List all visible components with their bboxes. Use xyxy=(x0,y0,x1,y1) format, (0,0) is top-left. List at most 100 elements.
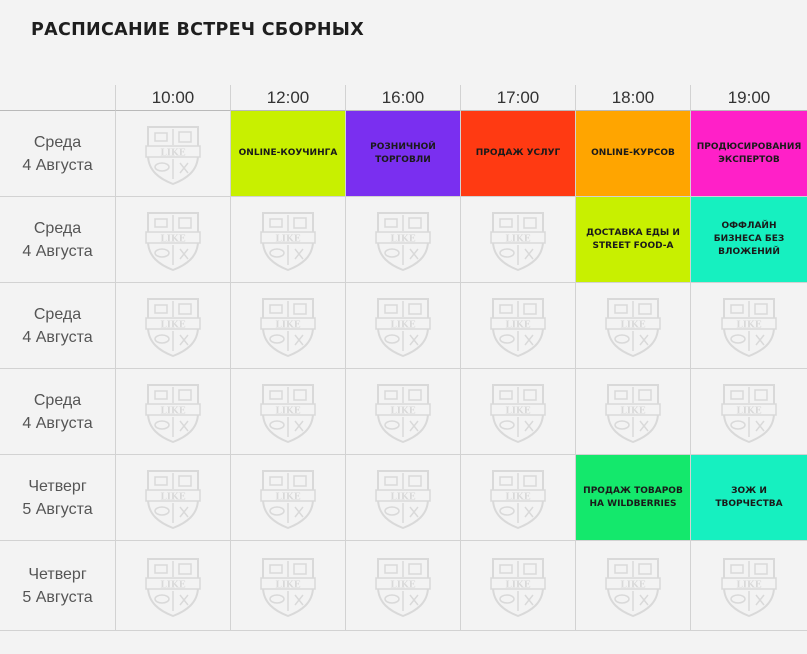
watermark-text: LIKE xyxy=(275,492,300,502)
event-cell[interactable]: ОФФЛАЙН БИЗНЕСА БЕЗ ВЛОЖЕНИЙ xyxy=(691,197,807,283)
watermark-text: LIKE xyxy=(160,406,185,416)
page-title: РАСПИСАНИЕ ВСТРЕЧ СБОРНЫХ xyxy=(31,20,365,40)
like-shield-icon: LIKE xyxy=(490,383,546,443)
event-title: ONLINE-КУРСОВ xyxy=(591,148,675,158)
like-shield-icon: LIKE xyxy=(721,383,777,443)
empty-slot: LIKE xyxy=(346,541,461,631)
event-title: ОФФЛАЙН БИЗНЕСА БЕЗ ВЛОЖЕНИЙ xyxy=(713,221,785,257)
empty-slot: LIKE xyxy=(231,541,346,631)
like-shield-icon: LIKE xyxy=(721,557,777,617)
row-day-label: Среда 4 Августа xyxy=(0,283,116,369)
empty-slot: LIKE xyxy=(576,369,691,455)
empty-slot: LIKE xyxy=(461,369,576,455)
row-day-label: Четверг 5 Августа xyxy=(0,541,116,631)
watermark-text: LIKE xyxy=(160,580,185,590)
row-day-label: Четверг 5 Августа xyxy=(0,455,116,541)
event-title: ПРОДЮСИРОВАНИЯ ЭКСПЕРТОВ xyxy=(696,141,802,165)
empty-slot: LIKE xyxy=(346,455,461,541)
watermark-text: LIKE xyxy=(736,406,761,416)
watermark-text: LIKE xyxy=(505,406,530,416)
like-shield-icon: LIKE xyxy=(145,557,201,617)
row-day-label: Среда 4 Августа xyxy=(0,197,116,283)
like-shield-icon: LIKE xyxy=(145,211,201,271)
row-day-label: Среда 4 Августа xyxy=(0,111,116,197)
watermark-text: LIKE xyxy=(160,492,185,502)
watermark-text: LIKE xyxy=(390,320,415,330)
watermark-text: LIKE xyxy=(275,406,300,416)
like-shield-icon: LIKE xyxy=(145,383,201,443)
watermark-text: LIKE xyxy=(736,320,761,330)
watermark-text: LIKE xyxy=(390,406,415,416)
watermark-text: LIKE xyxy=(160,320,185,330)
empty-slot: LIKE xyxy=(461,197,576,283)
like-shield-icon: LIKE xyxy=(260,383,316,443)
watermark-text: LIKE xyxy=(390,234,415,244)
like-shield-icon: LIKE xyxy=(490,297,546,357)
empty-slot: LIKE xyxy=(576,283,691,369)
like-shield-icon: LIKE xyxy=(490,557,546,617)
day-name: Четверг xyxy=(28,565,87,583)
day-date: 4 Августа xyxy=(22,328,93,346)
like-shield-icon: LIKE xyxy=(605,383,661,443)
time-header: 10:00 xyxy=(116,85,231,111)
day-date: 5 Августа xyxy=(22,588,93,606)
watermark-text: LIKE xyxy=(505,492,530,502)
event-cell[interactable]: ПРОДАЖ ТОВАРОВ НА WILDBERRIES xyxy=(576,455,691,541)
watermark-text: LIKE xyxy=(620,320,645,330)
like-shield-icon: LIKE xyxy=(375,211,431,271)
event-title: РОЗНИЧНОЙ ТОРГОВЛИ xyxy=(370,141,436,165)
time-header: 12:00 xyxy=(231,85,346,111)
watermark-text: LIKE xyxy=(620,580,645,590)
day-name: Четверг xyxy=(28,477,87,495)
empty-slot: LIKE xyxy=(231,369,346,455)
event-cell[interactable]: ДОСТАВКА ЕДЫ И STREET FOOD-А xyxy=(576,197,691,283)
like-shield-icon: LIKE xyxy=(605,557,661,617)
like-shield-icon: LIKE xyxy=(490,211,546,271)
event-cell[interactable]: ЗОЖ И ТВОРЧЕСТВА xyxy=(691,455,807,541)
like-shield-icon: LIKE xyxy=(145,297,201,357)
event-cell[interactable]: ONLINE-КУРСОВ xyxy=(576,111,691,197)
like-shield-icon: LIKE xyxy=(260,297,316,357)
empty-slot: LIKE xyxy=(346,369,461,455)
like-shield-icon: LIKE xyxy=(490,469,546,529)
watermark-text: LIKE xyxy=(390,580,415,590)
empty-slot: LIKE xyxy=(576,541,691,631)
time-header: 17:00 xyxy=(461,85,576,111)
watermark-text: LIKE xyxy=(160,148,185,158)
empty-slot: LIKE xyxy=(231,197,346,283)
event-cell[interactable]: ПРОДЮСИРОВАНИЯ ЭКСПЕРТОВ xyxy=(691,111,807,197)
empty-slot: LIKE xyxy=(691,369,807,455)
watermark-text: LIKE xyxy=(275,234,300,244)
event-cell[interactable]: ПРОДАЖ УСЛУГ xyxy=(461,111,576,197)
watermark-text: LIKE xyxy=(390,492,415,502)
like-shield-icon: LIKE xyxy=(375,383,431,443)
event-cell[interactable]: РОЗНИЧНОЙ ТОРГОВЛИ xyxy=(346,111,461,197)
watermark-text: LIKE xyxy=(505,580,530,590)
like-shield-icon: LIKE xyxy=(721,297,777,357)
day-name: Среда xyxy=(33,305,82,323)
time-header: 16:00 xyxy=(346,85,461,111)
watermark-text: LIKE xyxy=(736,580,761,590)
empty-slot: LIKE xyxy=(461,455,576,541)
empty-slot: LIKE xyxy=(231,283,346,369)
empty-slot: LIKE xyxy=(346,197,461,283)
event-title: ЗОЖ И ТВОРЧЕСТВА xyxy=(715,485,783,509)
empty-slot: LIKE xyxy=(116,455,231,541)
schedule-table: 10:00 12:00 16:00 17:00 18:00 19:00 Среда 4 Авг… xyxy=(0,85,807,631)
day-name: Среда xyxy=(33,133,82,151)
like-shield-icon: LIKE xyxy=(145,125,201,185)
day-date: 4 Августа xyxy=(22,414,93,432)
watermark-text: LIKE xyxy=(275,580,300,590)
day-date: 4 Августа xyxy=(22,242,93,260)
empty-slot: LIKE xyxy=(116,283,231,369)
empty-slot: LIKE xyxy=(116,369,231,455)
empty-slot: LIKE xyxy=(116,197,231,283)
event-cell[interactable]: ONLINE-КОУЧИНГА xyxy=(231,111,346,197)
watermark-text: LIKE xyxy=(505,320,530,330)
event-title: ДОСТАВКА ЕДЫ И STREET FOOD-А xyxy=(586,227,680,251)
like-shield-icon: LIKE xyxy=(260,469,316,529)
like-shield-icon: LIKE xyxy=(260,557,316,617)
like-shield-icon: LIKE xyxy=(260,211,316,271)
empty-slot: LIKE xyxy=(691,541,807,631)
like-shield-icon: LIKE xyxy=(605,297,661,357)
